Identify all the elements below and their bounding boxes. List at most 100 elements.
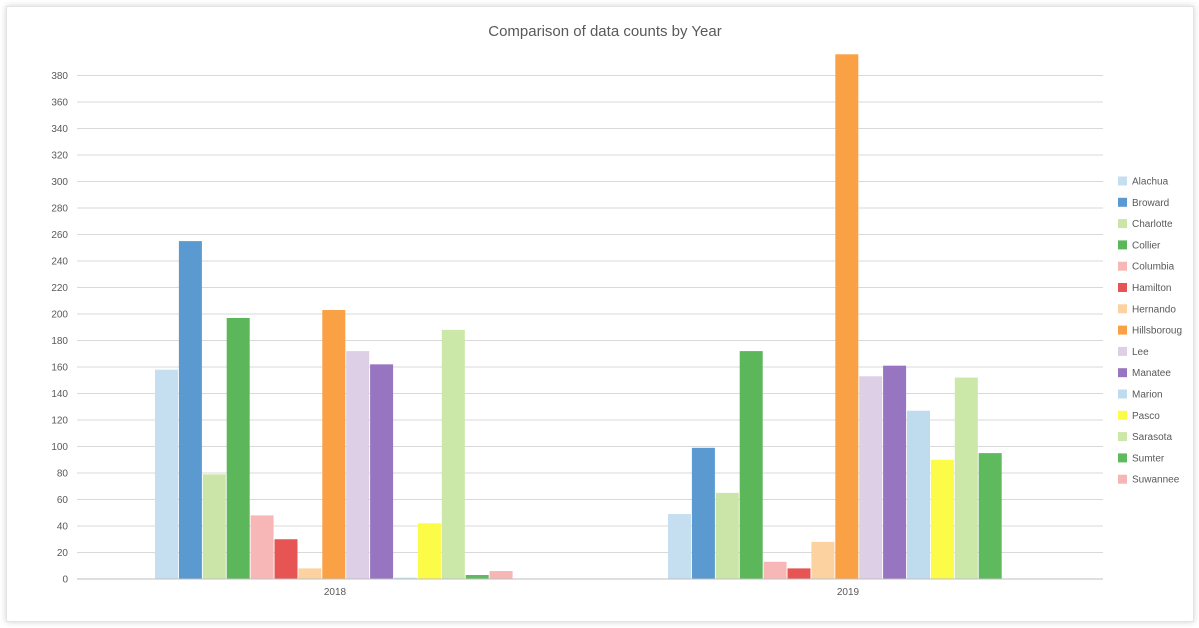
- legend-item: Broward: [1118, 197, 1169, 209]
- legend-item: Hernando: [1118, 304, 1176, 315]
- chart-title: Comparison of data counts by Year: [488, 23, 721, 40]
- legend-swatch: [1118, 261, 1127, 271]
- bar-broward-2019: [691, 447, 715, 579]
- bar-suwannee-2018: [489, 571, 513, 579]
- x-category-label: 2019: [837, 587, 860, 598]
- bar-columbia-2018: [250, 515, 274, 579]
- legend-item: Lee: [1118, 346, 1149, 358]
- y-tick-label: 340: [51, 124, 68, 135]
- bar-charlotte-2018: [202, 474, 226, 579]
- bar-hillsborough-2018: [322, 310, 346, 579]
- bar-hamilton-2018: [274, 539, 298, 579]
- bar-manatee-2019: [883, 365, 907, 579]
- legend-swatch: [1118, 325, 1127, 335]
- legend-swatch: [1118, 283, 1127, 292]
- y-tick-label: 140: [51, 389, 68, 400]
- bar-chart: Comparison of data counts by Year 0 20 40 6…: [51, 23, 1182, 598]
- legend-swatch: [1118, 453, 1127, 463]
- bar-hernando-2018: [298, 568, 322, 579]
- bar-columbia-2019: [763, 561, 787, 579]
- y-tick-label: 280: [51, 204, 68, 215]
- y-tick-label: 60: [57, 495, 69, 506]
- legend-label: Suwannee: [1132, 475, 1180, 486]
- y-tick-label: 180: [51, 336, 68, 347]
- bar-collier-2019: [739, 351, 763, 579]
- legend-label: Lee: [1132, 347, 1149, 358]
- y-tick-label: 380: [51, 71, 68, 82]
- bar-hernando-2019: [811, 541, 835, 579]
- y-axis-ticks: 0 20 40 60 80 100 120 140 160 180 200 220 240 260 280 3…: [51, 71, 68, 586]
- legend-label: Hernando: [1132, 304, 1176, 315]
- legend-item: Charlotte: [1118, 219, 1173, 230]
- bar-marion-2019: [907, 410, 930, 579]
- bar-broward-2018: [178, 241, 202, 579]
- y-tick-label: 360: [51, 98, 68, 109]
- y-tick-label: 160: [51, 363, 68, 374]
- bar-lee-2019: [859, 376, 883, 579]
- bar-hillsborough-2019: [835, 54, 859, 580]
- legend-item: Hillsboroug: [1118, 325, 1182, 337]
- legend-label: Hillsboroug: [1132, 326, 1182, 337]
- y-tick-label: 240: [51, 257, 68, 268]
- legend-label: Hamilton: [1132, 283, 1171, 294]
- y-tick-label: 260: [51, 230, 68, 241]
- bars: [155, 54, 1002, 580]
- legend-item: Pasco: [1118, 410, 1160, 422]
- bar-lee-2018: [346, 351, 370, 579]
- legend-label: Sarasota: [1132, 432, 1172, 443]
- legend-label: Columbia: [1132, 262, 1175, 273]
- y-tick-label: 100: [51, 442, 68, 453]
- y-tick-label: 20: [57, 548, 69, 559]
- legend-item: Marion: [1118, 389, 1163, 401]
- legend-label: Pasco: [1132, 411, 1160, 422]
- x-axis-categories: 2018 2019: [324, 587, 860, 598]
- bar-collier-2018: [226, 317, 250, 579]
- legend-swatch: [1118, 219, 1127, 229]
- bar-manatee-2018: [370, 364, 394, 579]
- bar-sarasota-2019: [954, 377, 978, 579]
- legend-swatch: [1118, 346, 1127, 356]
- legend-swatch: [1118, 410, 1127, 420]
- bar-pasco-2019: [930, 459, 954, 579]
- bar-alachua-2018: [155, 369, 178, 579]
- legend-label: Marion: [1132, 390, 1163, 401]
- y-tick-label: 200: [51, 310, 68, 321]
- bar-sumter-2019: [978, 453, 1002, 579]
- legend-label: Manatee: [1132, 368, 1171, 379]
- legend-swatch: [1118, 389, 1127, 399]
- legend-label: Alachua: [1132, 177, 1169, 188]
- bar-charlotte-2019: [715, 492, 739, 579]
- bar-sarasota-2018: [441, 329, 465, 579]
- legend: Alachua Broward Charlotte Collier Columbia Ha…: [1118, 176, 1182, 486]
- legend-label: Sumter: [1132, 453, 1165, 464]
- legend-swatch: [1118, 474, 1127, 484]
- legend-item: Alachua: [1118, 176, 1169, 188]
- chart-frame: Comparison of data counts by Year 0 20 40 6…: [6, 6, 1194, 622]
- legend-item: Hamilton: [1118, 283, 1171, 294]
- legend-item: Columbia: [1118, 261, 1175, 273]
- legend-swatch: [1118, 368, 1127, 378]
- legend-swatch: [1118, 432, 1127, 442]
- y-tick-label: 220: [51, 283, 68, 294]
- y-tick-label: 300: [51, 177, 68, 188]
- legend-item: Suwannee: [1118, 474, 1180, 486]
- y-tick-label: 40: [57, 522, 69, 533]
- legend-label: Collier: [1132, 240, 1161, 251]
- bar-hamilton-2019: [787, 568, 811, 579]
- y-tick-label: 320: [51, 151, 68, 162]
- legend-item: Collier: [1118, 240, 1161, 251]
- legend-label: Broward: [1132, 198, 1169, 209]
- bar-alachua-2019: [668, 514, 691, 579]
- legend-swatch: [1118, 176, 1127, 186]
- legend-item: Sarasota: [1118, 432, 1172, 443]
- legend-item: Sumter: [1118, 453, 1165, 464]
- y-tick-label: 80: [57, 469, 69, 480]
- legend-swatch: [1118, 197, 1127, 207]
- legend-item: Manatee: [1118, 368, 1171, 379]
- bar-marion-2018: [394, 577, 417, 579]
- legend-label: Charlotte: [1132, 219, 1173, 230]
- y-tick-label: 120: [51, 416, 68, 427]
- bar-pasco-2018: [417, 523, 441, 579]
- x-category-label: 2018: [324, 587, 347, 598]
- legend-swatch: [1118, 240, 1127, 250]
